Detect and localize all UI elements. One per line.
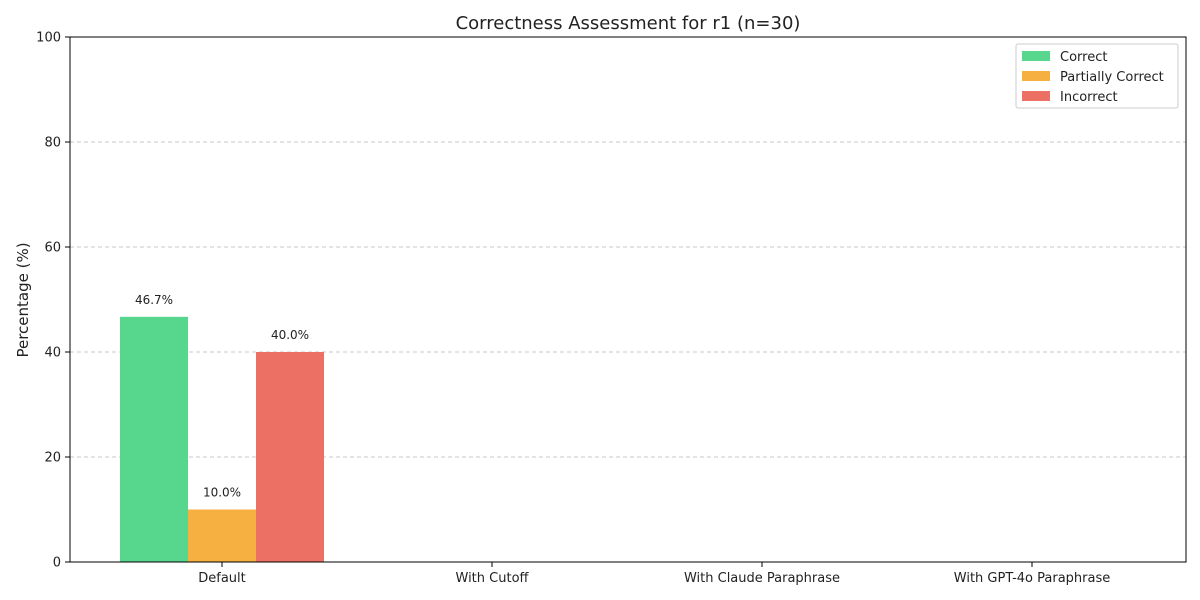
y-tick-label: 40 bbox=[44, 346, 61, 361]
legend-label: Incorrect bbox=[1060, 90, 1118, 105]
axis-ticks: 0 20 40 60 80 100 Default With Cutoff With Claud… bbox=[36, 31, 1110, 587]
y-tick-label: 20 bbox=[44, 451, 61, 466]
legend-box bbox=[1015, 43, 1179, 109]
data-labels: 46.7% 10.0% 40.0% bbox=[135, 293, 309, 500]
y-tick-label: 100 bbox=[36, 31, 61, 46]
legend-swatch bbox=[1022, 71, 1050, 81]
plot-frame bbox=[69, 36, 1187, 563]
x-tick-label: With GPT-4o Paraphrase bbox=[954, 571, 1110, 586]
y-axis-label: Percentage (%) bbox=[14, 242, 32, 357]
chart-title: Correctness Assessment for r1 (n=30) bbox=[456, 13, 801, 34]
bar-value-label: 10.0% bbox=[203, 486, 241, 500]
x-tick-label: With Claude Paraphrase bbox=[684, 571, 840, 586]
legend-swatch bbox=[1022, 91, 1050, 101]
bar-value-label: 40.0% bbox=[271, 328, 309, 342]
legend-label: Correct bbox=[1060, 50, 1107, 65]
bar-incorrect bbox=[256, 352, 324, 562]
x-tick-label: With Cutoff bbox=[456, 571, 530, 586]
legend-swatch bbox=[1022, 51, 1050, 61]
y-tick-label: 0 bbox=[53, 556, 61, 571]
gridlines bbox=[70, 141, 1186, 458]
bar-partially-correct bbox=[188, 509, 256, 562]
bars bbox=[120, 316, 324, 562]
y-tick-label: 60 bbox=[44, 241, 61, 256]
bar-value-label: 46.7% bbox=[135, 293, 173, 307]
legend: Correct Partially Correct Incorrect bbox=[1015, 43, 1179, 109]
y-tick-label: 80 bbox=[44, 136, 61, 151]
x-tick-label: Default bbox=[198, 571, 246, 586]
legend-label: Partially Correct bbox=[1060, 70, 1164, 85]
bar-correct bbox=[120, 316, 188, 562]
